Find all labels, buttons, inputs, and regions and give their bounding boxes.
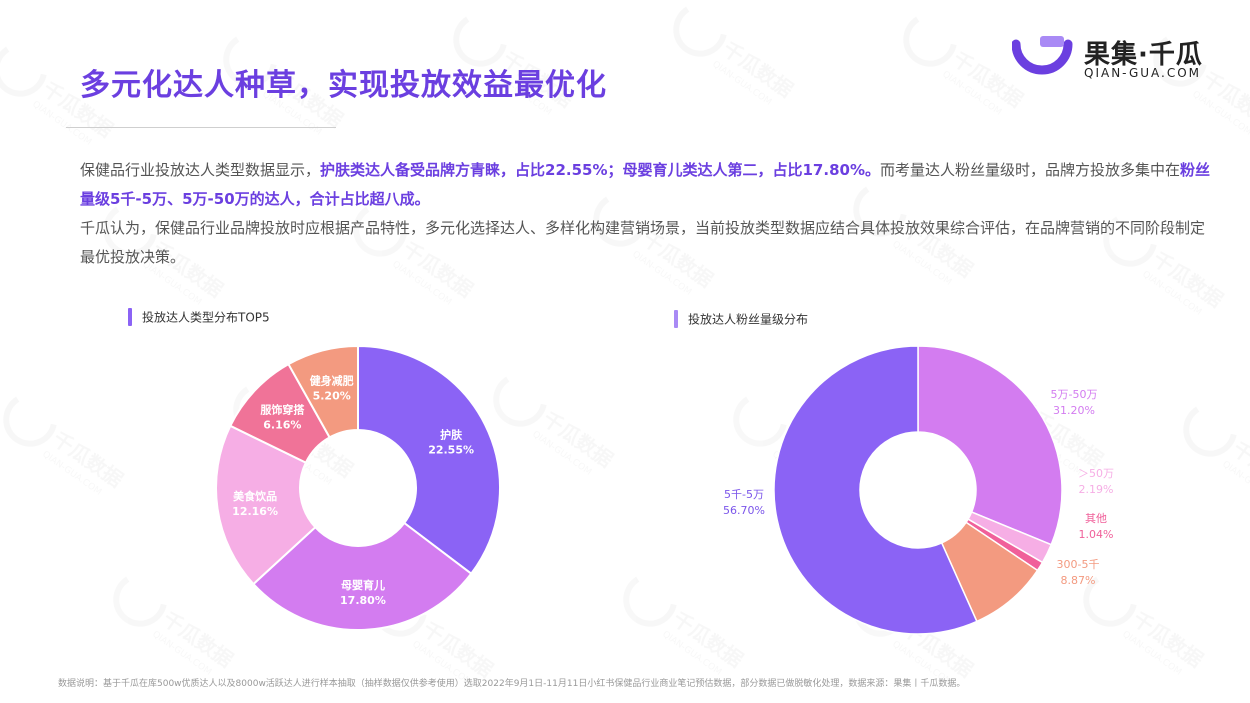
logo-url: QIAN-GUA.COM	[1084, 66, 1202, 80]
chart1-slice-label-1: 母婴育儿	[341, 578, 385, 592]
chart1-slice-4	[287, 344, 359, 439]
title-divider	[66, 127, 336, 128]
logo-icon	[1012, 36, 1073, 75]
summary-text: 保健品行业投放达人类型数据显示，护肤类达人备受品牌方青睐，占比22.55%；母婴…	[80, 156, 1210, 272]
chart2-slice-4	[773, 345, 978, 635]
chart2-slice-0	[917, 345, 1063, 546]
chart2-slice-label-4: 5千-5万	[724, 488, 764, 501]
chart1-slice-label-2: 美食饮品	[233, 489, 277, 503]
page-title: 多元化达人种草，实现投放效益最优化	[80, 68, 607, 103]
chart2-slice-value-3: 8.87%	[1061, 574, 1096, 587]
chart1-title: 投放达人类型分布TOP5	[128, 308, 270, 326]
chart2-slice-value-4: 56.70%	[723, 504, 765, 517]
summary-p1-highlight-1: 护肤类达人备受品牌方青睐，占比22.55%；母婴育儿类达人第二，占比17.80%…	[320, 161, 880, 179]
summary-paragraph-1: 保健品行业投放达人类型数据显示，护肤类达人备受品牌方青睐，占比22.55%；母婴…	[80, 156, 1210, 214]
chart1-slice-2	[215, 424, 317, 586]
chart2-slice-value-1: 2.19%	[1079, 483, 1114, 496]
chart2-title: 投放达人粉丝量级分布	[674, 310, 808, 328]
chart1-title-text: 投放达人类型分布TOP5	[142, 310, 270, 325]
chart1-slice-0	[357, 344, 501, 576]
chart1-slice-value-1: 17.80%	[340, 594, 386, 607]
data-source-note: 数据说明：基于千瓜在库500w优质达人以及8000w活跃达人进行样本抽取（抽样数…	[58, 679, 966, 689]
chart2-title-marker	[674, 310, 678, 328]
chart2-title-text: 投放达人粉丝量级分布	[688, 312, 809, 327]
chart1-slice-1	[252, 521, 473, 631]
chart2-slice-label-0: 5万-50万	[1051, 388, 1098, 401]
chart1-slice-value-0: 22.55%	[428, 444, 474, 457]
chart2-slice-label-2: 其他	[1085, 512, 1107, 525]
chart1-title-marker	[128, 308, 132, 326]
summary-p1-a: 保健品行业投放达人类型数据显示，	[80, 161, 321, 179]
summary-paragraph-2: 千瓜认为，保健品行业品牌投放时应根据产品特性，多元化选择达人、多样化构建营销场景…	[80, 219, 1206, 266]
chart2-slice-label-1: ＞50万	[1078, 467, 1114, 480]
chart1-slice-value-2: 12.16%	[232, 505, 278, 518]
chart1-slice-label-3: 服饰穿搭	[260, 403, 305, 417]
chart1-slice-label-4: 健身减肥	[310, 373, 354, 387]
chart2-slice-value-0: 31.20%	[1053, 404, 1095, 417]
chart2-slice-label-3: 300-5千	[1057, 558, 1100, 571]
chart1-slice-value-3: 6.16%	[263, 419, 301, 432]
brand-logo: 果集·千瓜 QIAN-GUA.COM	[1012, 34, 1212, 84]
chart1-slice-value-4: 5.20%	[313, 389, 351, 402]
chart1-slice-label-0: 护肤	[440, 428, 463, 442]
logo-name: 果集·千瓜	[1084, 40, 1203, 70]
summary-p1-c: 而考量达人粉丝量级时，品牌方投放多集中在	[879, 161, 1180, 179]
summary-p1-highlight-2: 粉丝量级5千-5万、5万-50万的达人，合计占比超八成。	[80, 161, 1211, 208]
chart2-slice-value-2: 1.04%	[1079, 528, 1114, 541]
